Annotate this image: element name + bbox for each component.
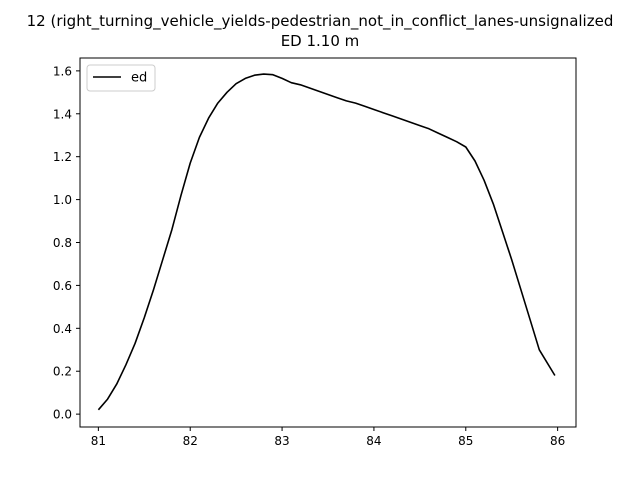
x-tick-label: 82 bbox=[183, 434, 198, 448]
y-tick-label: 0.2 bbox=[53, 365, 72, 379]
y-tick-label: 1.2 bbox=[53, 150, 72, 164]
x-axis: 81 82 83 84 85 86 bbox=[91, 427, 565, 448]
x-tick-label: 84 bbox=[366, 434, 381, 448]
y-tick-label: 0.4 bbox=[53, 322, 72, 336]
y-tick-label: 1.0 bbox=[53, 193, 72, 207]
legend: ed bbox=[86, 64, 156, 92]
chart-title-line1: 12 (right_turning_vehicle_yields-pedestr… bbox=[27, 12, 614, 31]
x-tick-label: 83 bbox=[274, 434, 289, 448]
series-layer bbox=[97, 73, 556, 411]
y-tick-label: 0.6 bbox=[53, 279, 72, 293]
plot-area bbox=[79, 57, 577, 428]
y-tick-label: 1.6 bbox=[53, 64, 72, 78]
y-tick-label: 0.8 bbox=[53, 236, 72, 250]
y-tick-label: 1.4 bbox=[53, 107, 72, 121]
x-tick-label: 81 bbox=[91, 434, 106, 448]
x-tick-label: 85 bbox=[458, 434, 473, 448]
x-tick-label: 86 bbox=[550, 434, 565, 448]
chart-title-line2: ED 1.10 m bbox=[281, 32, 360, 50]
series-line-ed bbox=[97, 73, 556, 411]
legend-label-ed: ed bbox=[131, 71, 147, 86]
plot-frame bbox=[79, 57, 577, 428]
legend-box bbox=[86, 64, 156, 92]
y-tick-label: 0.0 bbox=[53, 408, 72, 422]
y-axis: 0.0 0.2 0.4 0.6 0.8 1.0 1.2 1.4 1.6 bbox=[53, 64, 80, 422]
